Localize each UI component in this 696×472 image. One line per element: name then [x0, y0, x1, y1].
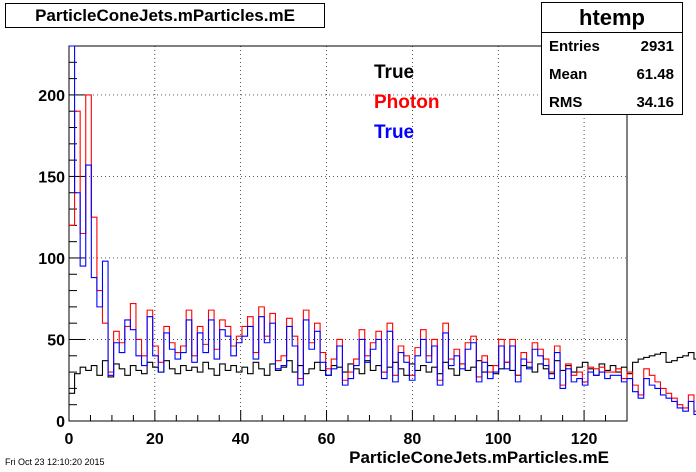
y-tick-label: 0: [56, 414, 65, 431]
stats-label: Mean: [549, 66, 588, 83]
stats-box: htemp Entries 2931 Mean 61.48 RMS 34.16: [541, 2, 683, 115]
stats-label: Entries: [549, 38, 600, 55]
stats-value: 61.48: [636, 66, 674, 83]
stats-name: htemp: [542, 3, 682, 33]
y-tick-label: 200: [38, 88, 65, 105]
stats-row-rms: RMS 34.16: [542, 89, 682, 117]
x-tick-label: 100: [485, 431, 512, 448]
series-label: True: [374, 122, 414, 143]
timestamp-footer: Fri Oct 23 12:10:20 2015: [5, 457, 105, 467]
stats-value: 2931: [640, 38, 674, 55]
series-line: [69, 45, 696, 416]
y-tick-label: 150: [38, 169, 65, 186]
chart-title: ParticleConeJets.mParticles.mE: [35, 6, 295, 25]
title-box: ParticleConeJets.mParticles.mE: [5, 3, 325, 28]
y-tick-label: 50: [47, 332, 65, 349]
series-label: True: [374, 62, 414, 83]
series-line: [69, 351, 696, 394]
x-axis-title: ParticleConeJets.mParticles.mE: [349, 448, 609, 467]
x-tick-label: 60: [318, 431, 336, 448]
y-tick-label: 100: [38, 251, 65, 268]
x-tick-label: 40: [232, 431, 250, 448]
stats-value: 34.16: [636, 94, 674, 111]
x-tick-label: 120: [571, 431, 598, 448]
stats-label: RMS: [549, 94, 583, 111]
x-tick-label: 80: [403, 431, 421, 448]
stats-row-entries: Entries 2931: [542, 33, 682, 61]
stats-row-mean: Mean 61.48: [542, 61, 682, 89]
series-line: [69, 94, 696, 412]
series-label: Photon: [374, 92, 439, 113]
x-tick-label: 0: [65, 431, 74, 448]
x-tick-label: 20: [146, 431, 164, 448]
